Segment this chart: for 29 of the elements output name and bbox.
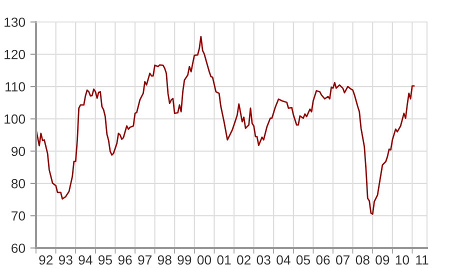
x-tick-label: 97 <box>138 255 152 265</box>
x-tick-label: 99 <box>178 255 192 265</box>
x-tick-label: 07 <box>336 255 350 265</box>
x-tick-label: 10 <box>396 255 410 265</box>
line-series <box>36 36 415 215</box>
x-tick-label: 93 <box>58 255 72 265</box>
x-tick-label: 01 <box>217 255 231 265</box>
y-tick-label: 130 <box>4 18 26 27</box>
x-tick-label: 06 <box>316 255 330 265</box>
y-tick-label: 110 <box>6 82 26 92</box>
y-tick-label: 80 <box>11 178 26 188</box>
x-tick-label: 03 <box>256 255 270 265</box>
y-tick-label: 60 <box>12 244 26 253</box>
y-tick-label: 100 <box>4 114 26 124</box>
x-tick-label: 04 <box>276 255 290 265</box>
x-tick-label: 95 <box>98 255 112 265</box>
x-tick-label: 00 <box>197 255 212 265</box>
x-tick-label: 96 <box>118 255 132 265</box>
x-tick-label: 02 <box>237 255 251 265</box>
x-tick-label: 94 <box>78 255 92 265</box>
y-tick-label: 70 <box>12 211 26 221</box>
x-tick-label: 05 <box>296 255 310 265</box>
x-tick-label: 92 <box>39 255 53 265</box>
y-tick-label: 90 <box>12 146 26 156</box>
x-tick-label: 11 <box>416 255 428 265</box>
x-tick-label: 08 <box>356 255 370 265</box>
x-tick-label: 98 <box>158 255 172 265</box>
x-tick-label: 09 <box>376 255 390 265</box>
y-tick-label: 120 <box>4 50 26 60</box>
